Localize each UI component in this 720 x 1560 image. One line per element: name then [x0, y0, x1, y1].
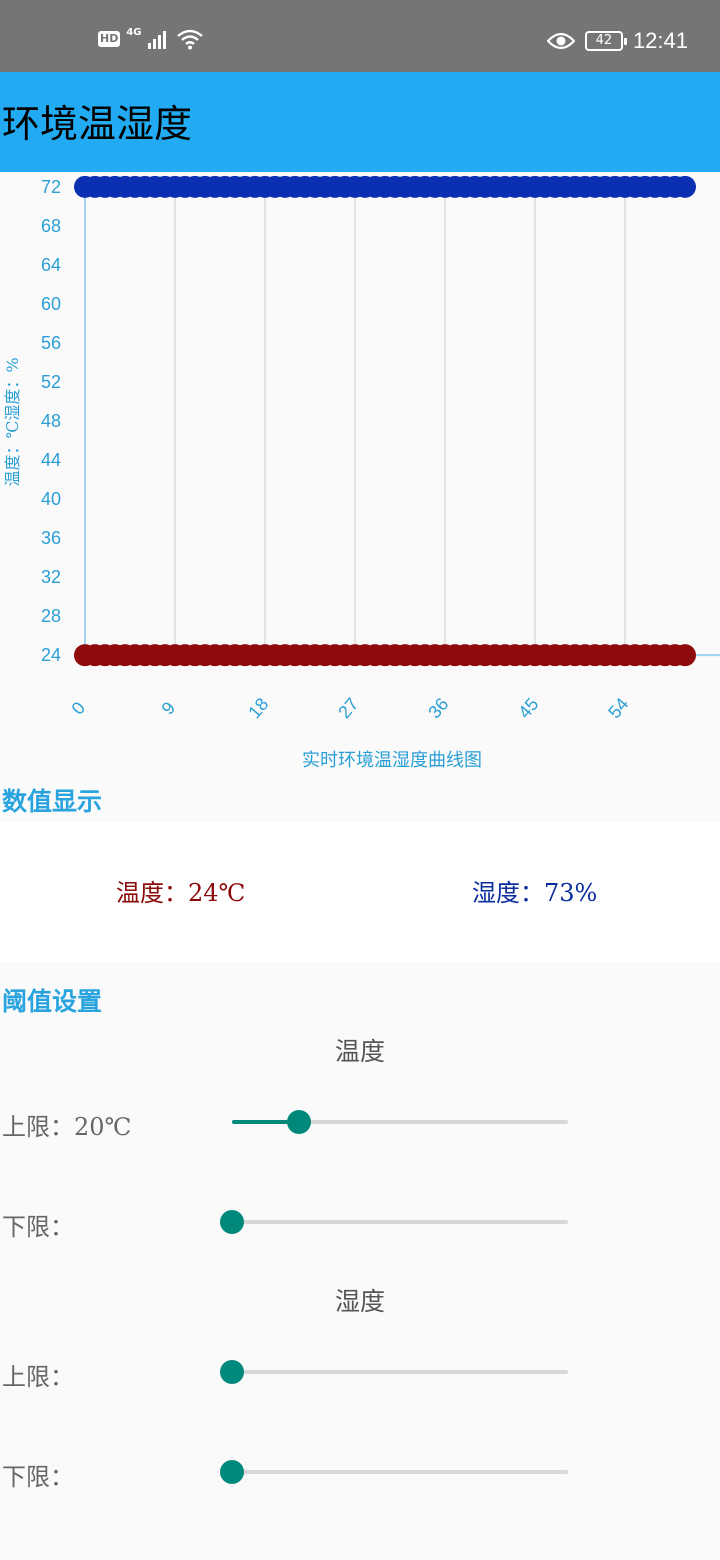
- humidity-lower-slider[interactable]: [220, 1460, 568, 1484]
- x-tick-label: 9: [158, 698, 180, 719]
- status-left-icons: HD 4G: [98, 26, 204, 50]
- x-tick-label: 36: [424, 694, 452, 722]
- slider-thumb[interactable]: [220, 1460, 244, 1484]
- y-tick-label: 60: [41, 294, 61, 314]
- y-tick-label: 28: [41, 606, 61, 626]
- values-section-title: 数值显示: [2, 787, 103, 816]
- temperature-lower-label: 下限：: [2, 1213, 74, 1241]
- temperature-group-title: 温度: [334, 1037, 385, 1066]
- series-0-point: [674, 175, 696, 198]
- values-card: 温度：24℃ 湿度：73%: [0, 822, 720, 962]
- signal-icon: [147, 31, 166, 49]
- threshold-section-title: 阈值设置: [2, 987, 103, 1016]
- slider-track: [232, 1120, 568, 1124]
- humidity-group-title: 湿度: [334, 1287, 385, 1316]
- slider-track: [232, 1220, 568, 1224]
- x-tick-label: 27: [334, 694, 362, 722]
- slider-fill: [232, 1120, 300, 1124]
- x-axis-label: 实时环境温湿度曲线图: [302, 750, 482, 771]
- x-tick-label: 0: [68, 698, 90, 719]
- humidity-upper-slider[interactable]: [220, 1360, 568, 1384]
- x-tick-label: 54: [604, 694, 632, 722]
- wifi-icon: [176, 29, 203, 50]
- humidity-value: 湿度：73%: [472, 879, 598, 907]
- status-bar: HD 4G 42 12:41: [0, 0, 720, 72]
- x-tick-label: 18: [244, 694, 272, 722]
- slider-thumb[interactable]: [220, 1360, 244, 1384]
- humidity-lower-label: 下限：: [2, 1463, 74, 1491]
- slider-thumb[interactable]: [220, 1210, 244, 1234]
- battery-icon: 42: [584, 31, 627, 51]
- humidity-upper-label: 上限：: [2, 1363, 74, 1391]
- x-tick-label: 45: [514, 694, 542, 722]
- slider-track: [232, 1370, 568, 1374]
- temperature-humidity-chart: 24 28 32 36 40 44 48 52 56 60 64 68 72 0 9 18 27 36 45 54 温度…: [3, 175, 720, 771]
- hd-icon: HD: [98, 31, 121, 47]
- temperature-lower-slider[interactable]: [220, 1210, 568, 1234]
- temperature-upper-label: 上限：20℃: [2, 1113, 132, 1141]
- network-type-label: 4G: [126, 26, 142, 38]
- status-time: 12:41: [632, 28, 688, 53]
- slider-track: [232, 1470, 568, 1474]
- status-right-icons: 42 12:41: [546, 28, 688, 54]
- y-axis-label: 温度：℃湿度：%: [3, 357, 22, 486]
- y-tick-label: 52: [41, 372, 61, 392]
- y-tick-label: 40: [41, 489, 61, 509]
- y-tick-label: 44: [41, 450, 61, 470]
- y-tick-label: 36: [41, 528, 61, 548]
- temperature-value: 温度：24℃: [116, 879, 246, 907]
- y-tick-label: 72: [41, 177, 61, 197]
- page-title: 环境温湿度: [2, 102, 193, 146]
- y-tick-label: 32: [41, 567, 61, 587]
- y-tick-label: 68: [41, 216, 61, 236]
- y-tick-label: 64: [41, 255, 61, 275]
- series-1-point: [674, 644, 696, 667]
- chart-panel: 24 28 32 36 40 44 48 52 56 60 64 68 72 0 9 18 27 36 45 54 温度…: [0, 172, 720, 782]
- y-tick-label: 48: [41, 411, 61, 431]
- app-bar: 环境温湿度: [0, 72, 720, 172]
- slider-thumb[interactable]: [287, 1110, 312, 1134]
- eye-icon: [546, 32, 575, 50]
- y-tick-label: 56: [41, 333, 61, 353]
- temperature-upper-slider[interactable]: [232, 1110, 568, 1134]
- y-tick-label: 24: [41, 645, 61, 665]
